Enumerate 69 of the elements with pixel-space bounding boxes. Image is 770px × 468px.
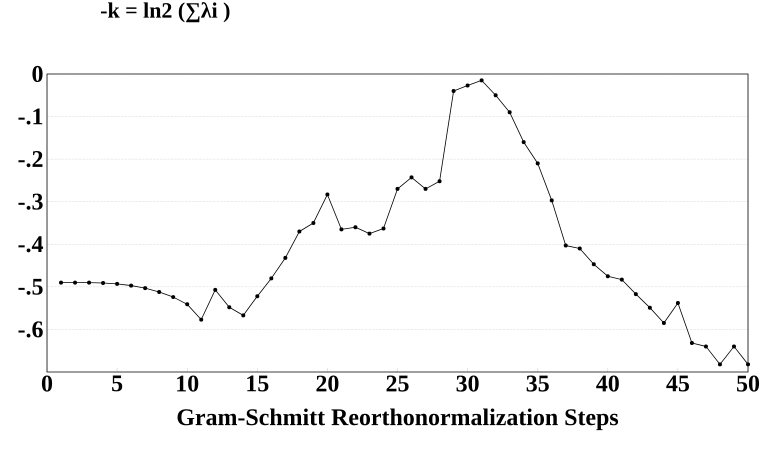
point [746, 362, 750, 366]
point [718, 362, 722, 366]
point [410, 175, 414, 180]
point [606, 274, 610, 278]
point [325, 192, 330, 196]
point [269, 276, 274, 280]
point [648, 306, 652, 310]
x-tick-label: 15 [247, 376, 268, 392]
point [283, 256, 288, 260]
chart-title: -k = ln2 (∑λi ) [101, 2, 230, 22]
point [115, 282, 120, 286]
point [466, 83, 470, 88]
point [227, 305, 232, 310]
x-tick-label: 40 [596, 376, 619, 392]
point [550, 198, 554, 202]
point [87, 280, 92, 285]
point [424, 186, 428, 191]
x-tick-label: 50 [737, 376, 760, 392]
point [732, 344, 736, 348]
y-tick-label: -.3 [18, 194, 43, 210]
point [564, 244, 568, 248]
x-tick-label: 20 [316, 376, 338, 392]
point [367, 232, 372, 236]
point [480, 78, 484, 82]
point [213, 288, 218, 292]
x-tick-label: 30 [456, 376, 479, 392]
point [690, 341, 694, 346]
point [508, 110, 512, 114]
point [339, 227, 344, 232]
x-tick-label: 35 [526, 376, 549, 392]
y-tick-label: -.1 [18, 108, 42, 125]
point [578, 246, 582, 251]
point [620, 278, 624, 282]
x-tick-label: 45 [666, 376, 689, 392]
y-tick-label: 0 [32, 66, 43, 82]
point [297, 230, 302, 234]
point [676, 301, 680, 306]
y-tick-label: -.5 [18, 278, 43, 295]
point [199, 318, 204, 322]
point [438, 179, 442, 184]
point [241, 313, 246, 318]
point [157, 290, 162, 294]
point [592, 262, 596, 266]
point [255, 294, 260, 298]
point [101, 281, 106, 286]
y-tick-label: -.6 [18, 321, 43, 338]
point [143, 286, 148, 290]
point [381, 226, 386, 231]
y-tick-label: -.2 [18, 151, 42, 168]
y-tick-label: -.4 [18, 236, 44, 252]
point [185, 302, 190, 306]
point [452, 89, 456, 94]
x-tick-label: 10 [177, 376, 198, 392]
point [634, 292, 638, 296]
point [73, 280, 78, 285]
point [353, 225, 358, 230]
point [536, 161, 540, 166]
point [662, 321, 666, 326]
point [129, 284, 134, 288]
point [396, 186, 400, 191]
point [311, 220, 316, 225]
x-tick-label: 25 [386, 376, 409, 392]
point [171, 295, 176, 300]
point [494, 93, 498, 98]
x-axis-title: Gram-Schmitt Reorthonormalization Steps [178, 408, 618, 430]
point [522, 140, 526, 144]
point [59, 280, 64, 285]
point [704, 344, 708, 348]
x-tick-label: 5 [112, 376, 122, 392]
